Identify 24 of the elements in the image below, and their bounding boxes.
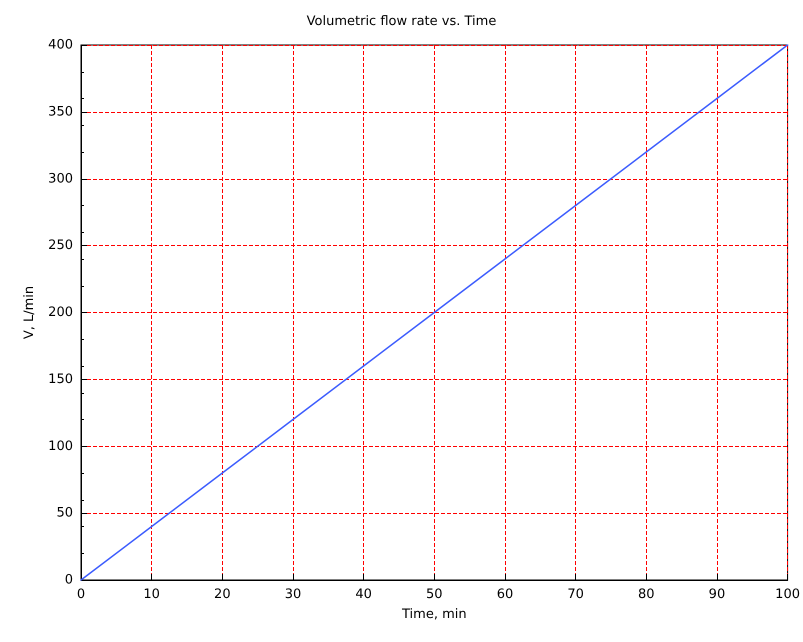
y-axis-title: V, L/min xyxy=(22,286,37,340)
x-tick-label: 50 xyxy=(426,587,443,602)
y-tick-label: 50 xyxy=(56,506,73,521)
chart-title: Volumetric flow rate vs. Time xyxy=(306,14,496,29)
y-tick-label: 150 xyxy=(48,372,73,387)
x-tick-label: 60 xyxy=(496,587,514,602)
y-tick-label: 0 xyxy=(64,572,73,588)
x-tick-label: 30 xyxy=(284,587,302,602)
x-tick-label: 0 xyxy=(76,587,86,602)
line-series xyxy=(80,44,788,581)
y-tick-label: 200 xyxy=(48,305,73,320)
x-tick-label: 40 xyxy=(355,587,372,602)
y-tick-label: 400 xyxy=(48,38,73,52)
x-tick-label: 90 xyxy=(708,587,726,602)
x-tick-label: 10 xyxy=(143,587,160,602)
y-tick-label: 100 xyxy=(48,438,73,454)
x-axis-title: Time, min xyxy=(401,607,467,622)
y-tick-label: 350 xyxy=(48,104,73,120)
y-tick-label: 250 xyxy=(48,238,73,254)
x-tick-label: 80 xyxy=(638,587,655,602)
x-tick-label: 100 xyxy=(775,587,800,602)
x-tick-label: 70 xyxy=(567,587,584,602)
y-tick-label: 300 xyxy=(48,171,73,186)
x-tick-label: 20 xyxy=(214,587,231,602)
